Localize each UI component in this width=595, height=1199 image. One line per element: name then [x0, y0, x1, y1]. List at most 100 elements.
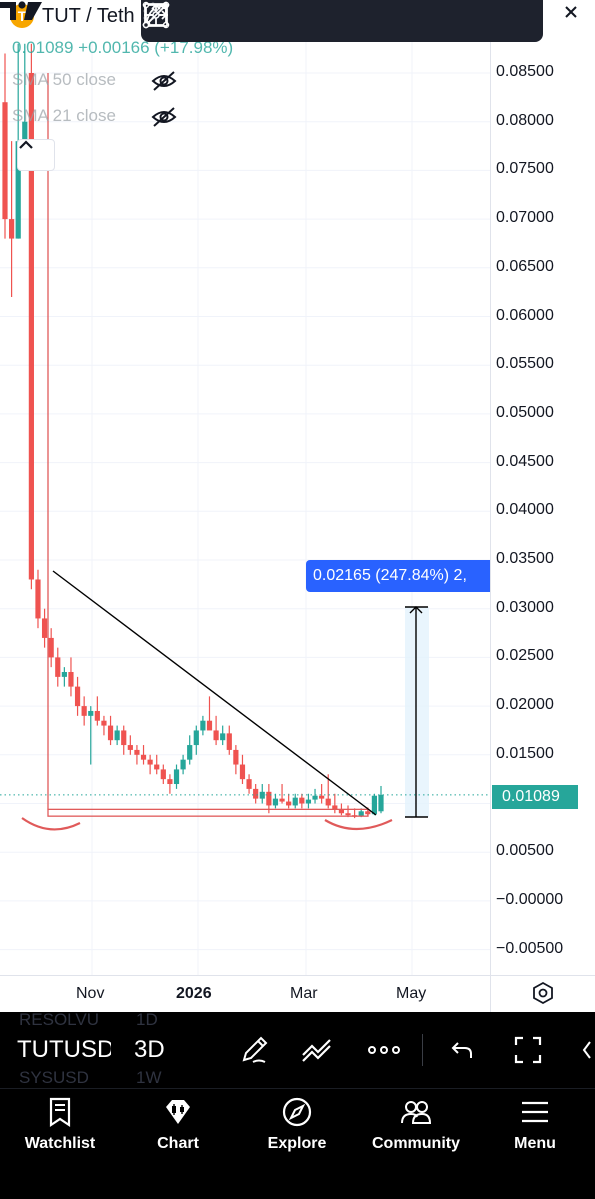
price-axis-label: 0.05000: [496, 403, 554, 421]
tab-watchlist[interactable]: Watchlist: [0, 1089, 120, 1169]
candle-body: [338, 809, 345, 814]
candle-body: [41, 618, 48, 638]
candle-body: [88, 710, 94, 716]
tab-menu[interactable]: Menu: [475, 1089, 595, 1169]
more-icon[interactable]: [364, 1030, 404, 1070]
price-range-tool-icon[interactable]: [145, 0, 357, 42]
tab-chart[interactable]: Chart: [118, 1089, 238, 1169]
menu-icon: [522, 1101, 548, 1123]
fullscreen-icon[interactable]: [508, 1030, 548, 1070]
chart-canvas[interactable]: [0, 0, 595, 1012]
price-axis-label: 0.01500: [496, 744, 554, 762]
indicator-sma-21[interactable]: SMA 21 close: [12, 106, 116, 125]
time-label-2026: 2026: [176, 985, 212, 1002]
candle-body: [246, 779, 252, 789]
candle-body: [2, 102, 8, 220]
candle-body: [312, 795, 318, 800]
candle-body: [134, 749, 140, 755]
candle-body: [61, 672, 67, 677]
arrow-tool-icon[interactable]: [142, 0, 513, 42]
candle-body: [22, 121, 28, 142]
candle-body: [127, 745, 133, 750]
candle-body: [213, 730, 219, 741]
price-axis-label: 0.02500: [496, 647, 554, 665]
price-axis-label: 0.07500: [496, 160, 554, 178]
candle-body: [114, 730, 120, 741]
candle-body: [107, 725, 114, 741]
price-axis-label: 0.04500: [496, 452, 554, 470]
chevron-up-icon: [19, 140, 33, 149]
candle-body: [180, 759, 186, 770]
compass-icon: [282, 1097, 312, 1127]
price-axis-label: 0.02000: [496, 696, 554, 714]
time-label-mar: Mar: [290, 985, 318, 1002]
candle-body: [28, 73, 34, 580]
tab-label: Watchlist: [24, 1135, 96, 1152]
candle-body: [345, 813, 351, 816]
tab-community[interactable]: Community: [356, 1089, 476, 1169]
tab-label: Chart: [157, 1135, 199, 1152]
community-icon: [401, 1101, 432, 1124]
symbol-selector[interactable]: TUTUSD: [17, 1036, 111, 1063]
candle-body: [147, 759, 153, 765]
indicator-sma-50[interactable]: SMA 50 close: [12, 70, 116, 89]
undo-icon[interactable]: [442, 1030, 482, 1070]
price-axis-label: 0.07000: [496, 209, 554, 227]
price-axis-label: 0.04000: [496, 501, 554, 519]
prev-symbol-ghost: RESOLVU: [19, 1010, 99, 1029]
next-timeframe-ghost: 1W: [136, 1068, 162, 1087]
tradingview-logo: [0, 1, 42, 20]
chart-settings-icon[interactable]: [530, 980, 556, 1006]
drawing-tools-icon[interactable]: [298, 1030, 338, 1070]
tab-label: Explore: [267, 1135, 327, 1152]
candle-body: [15, 141, 21, 239]
trend-line: [52, 570, 377, 816]
candle-body: [200, 720, 206, 731]
close-icon[interactable]: [563, 4, 591, 32]
scroll-more-icon[interactable]: [578, 1030, 595, 1070]
candle-body: [299, 797, 305, 804]
pencil-icon[interactable]: [234, 1030, 274, 1070]
candle-body: [332, 805, 338, 810]
candle-body: [358, 811, 364, 817]
candle-body: [121, 730, 127, 746]
candle-body: [253, 788, 259, 799]
chart-area[interactable]: T TUT / Teth 0.01089 +0.00166 (+17.98%) …: [0, 0, 595, 1012]
symbol-name: TUT / Teth: [42, 4, 135, 27]
candle-body: [193, 730, 199, 746]
candle-body: [173, 769, 180, 785]
next-symbol-ghost: SYSUSD: [19, 1068, 89, 1087]
candle-body: [266, 791, 272, 806]
eye-hidden-icon[interactable]: [150, 70, 178, 92]
timeframe-selector[interactable]: 3D: [134, 1036, 165, 1063]
measure-arrow: [409, 606, 423, 614]
price-axis-label: 0.05500: [496, 355, 554, 373]
tab-explore[interactable]: Explore: [237, 1089, 357, 1169]
price-axis-label: 0.06000: [496, 306, 554, 324]
candle-body: [292, 797, 298, 806]
price-axis-label: −0.00000: [496, 890, 564, 908]
candle-body: [140, 754, 147, 760]
price-range-measurement[interactable]: 0.02165 (247.84%) 2,: [306, 560, 490, 592]
candle-body: [160, 769, 166, 780]
candle-body: [48, 637, 54, 658]
trend-line-tool-icon[interactable]: [143, 0, 253, 42]
time-label-may: May: [396, 985, 427, 1002]
rectangle-tool-icon[interactable]: [142, 0, 305, 42]
candle-body: [187, 745, 193, 760]
candle-body: [101, 720, 107, 726]
candle-body: [371, 795, 378, 815]
candle-body: [305, 799, 312, 804]
eye-hidden-icon[interactable]: [150, 106, 178, 128]
candle-body: [220, 733, 226, 741]
candle-body: [272, 798, 279, 806]
price-axis-label: 0.00500: [496, 842, 554, 860]
price-axis-label: 0.08500: [496, 63, 554, 80]
horizontal-ray-tool-icon[interactable]: [144, 0, 461, 42]
collapse-legend-button[interactable]: [17, 139, 55, 171]
measure-band: [405, 607, 429, 817]
candle-body: [8, 219, 15, 239]
date-range-tool-icon[interactable]: [144, 0, 409, 42]
candle-body: [325, 798, 331, 806]
toolbar-divider: [422, 1034, 423, 1066]
